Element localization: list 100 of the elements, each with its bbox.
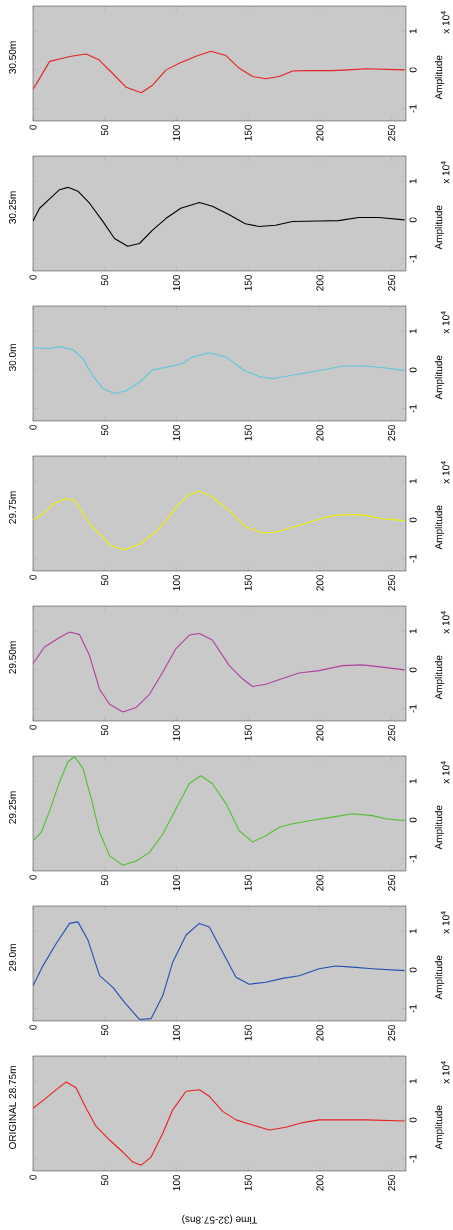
x-tick-label: 100 [172,1174,180,1191]
x-tick-label: 0 [29,1174,37,1180]
x-tick-label: 150 [244,274,252,291]
text: x 10$^{4}$ [440,1061,450,1084]
x-tick-label: 0 [29,874,37,880]
y-tick-label: 1 [409,328,417,334]
x-tick-label: 200 [316,124,324,141]
y-tick-label: 1 [409,628,417,634]
y-tick-label: 0 [409,817,417,823]
x-tick-label: 0 [29,274,37,280]
line-series [33,346,406,395]
x-tick-label: 250 [388,1174,396,1191]
x-tick-label: 0 [29,724,37,730]
y-tick-label: -1 [409,854,417,863]
x-tick-label: 100 [172,124,180,141]
text: ORIGINAL 28.75m [8,1066,17,1149]
y-axis-title: Amplitude [434,1105,445,1150]
line-series [33,1081,406,1166]
x-tick-label: 150 [244,424,252,441]
y-tick-label: 0 [409,967,417,973]
x-tick-label: 0 [29,1024,37,1030]
x-tick-label: 50 [101,724,109,736]
x-tick-label: 200 [316,874,324,891]
x-tick-label: 200 [316,724,324,741]
text: x 10$^{4}$ [440,11,450,34]
y-tick-label: -1 [409,554,417,563]
x-tick-label: 50 [101,574,109,586]
line-series [33,631,406,713]
line-series [33,490,406,551]
x-tick-label: 150 [244,874,252,891]
y-tick-label: 1 [409,778,417,784]
x-tick-label: 250 [388,724,396,741]
y-tick-label: 0 [409,517,417,523]
text: 29.25m [8,791,17,824]
y-axis-title: Amplitude [434,955,445,1000]
x-tick-label: 100 [172,424,180,441]
text: x 10$^{4}$ [440,161,450,184]
x-tick-label: 50 [101,424,109,436]
text: x 10$^{4}$ [440,761,450,784]
y-axis-title: Amplitude [434,805,445,850]
y-tick-label: 0 [409,217,417,223]
y-axis-title: Amplitude [434,655,445,700]
x-tick-label: 250 [388,1024,396,1041]
x-tick-label: 0 [29,574,37,580]
x-tick-label: 150 [244,574,252,591]
x-tick-label: 150 [244,724,252,741]
x-tick-label: 250 [388,124,396,141]
x-tick-label: 250 [388,874,396,891]
text: x 10$^{4}$ [440,611,450,634]
y-tick-label: 1 [409,1078,417,1084]
y-tick-label: -1 [409,1004,417,1013]
x-tick-label: 50 [101,274,109,286]
y-tick-label: 1 [409,478,417,484]
y-axis-title: Amplitude [434,355,445,400]
x-tick-label: 200 [316,1174,324,1191]
x-axis-title: Time (32-57.8ns) [182,1214,258,1224]
y-tick-label: -1 [409,254,417,263]
y-axis-title: Amplitude [434,205,445,250]
x-tick-label: 100 [172,274,180,291]
y-tick-label: -1 [409,704,417,713]
y-tick-label: 1 [409,178,417,184]
x-tick-label: 100 [172,574,180,591]
y-tick-label: -1 [409,104,417,113]
text: 30.0m [8,344,17,372]
x-tick-label: 50 [101,124,109,136]
y-tick-label: -1 [409,404,417,413]
text: 30.50m [8,41,17,74]
text: x 10$^{4}$ [440,461,450,484]
y-tick-label: 0 [409,1117,417,1123]
y-tick-label: 0 [409,67,417,73]
x-tick-label: 150 [244,124,252,141]
x-tick-label: 50 [101,1174,109,1186]
x-tick-label: 200 [316,1024,324,1041]
y-tick-label: -1 [409,1154,417,1163]
x-tick-label: 50 [101,1024,109,1036]
text: 29.50m [8,641,17,674]
x-tick-label: 50 [101,874,109,886]
text: x 10$^{4}$ [440,311,450,334]
y-tick-label: 1 [409,928,417,934]
y-axis-title: Amplitude [434,505,445,550]
x-tick-label: 200 [316,424,324,441]
x-tick-label: 100 [172,874,180,891]
y-axis-title: Amplitude [434,55,445,100]
text: x 10$^{4}$ [440,911,450,934]
y-tick-label: 1 [409,28,417,34]
x-tick-label: 250 [388,424,396,441]
text: 29.75m [8,491,17,524]
x-tick-label: 150 [244,1174,252,1191]
x-tick-label: 100 [172,1024,180,1041]
text: 30.25m [8,191,17,224]
x-tick-label: 0 [29,424,37,430]
line-series [33,50,406,94]
x-tick-label: 0 [29,124,37,130]
y-tick-label: 0 [409,667,417,673]
x-tick-label: 100 [172,724,180,741]
y-tick-label: 0 [409,367,417,373]
x-tick-label: 150 [244,1024,252,1041]
x-tick-label: 250 [388,274,396,291]
x-tick-label: 200 [316,574,324,591]
text: 29.0m [8,944,17,971]
